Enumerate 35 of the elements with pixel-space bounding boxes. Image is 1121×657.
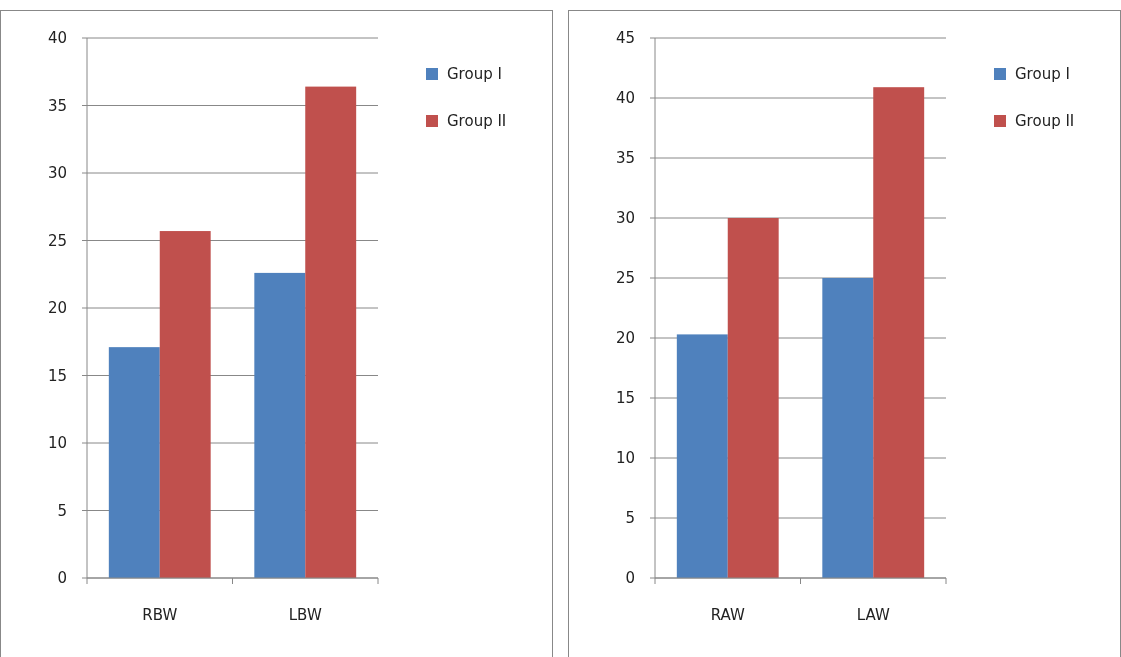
x-tick-label: LBW [288, 606, 322, 624]
x-tick-label: RAW [710, 606, 745, 624]
y-tick-label: 25 [615, 269, 635, 288]
bar [727, 218, 779, 578]
y-tick-label: 15 [47, 366, 67, 385]
legend-label: Group II [447, 112, 507, 131]
legend-label: Group I [447, 65, 502, 84]
y-tick-label: 10 [47, 434, 67, 453]
y-tick-label: 35 [615, 149, 635, 168]
bar [159, 231, 211, 578]
y-tick-label: 20 [47, 299, 67, 318]
y-tick-label: 15 [615, 389, 635, 408]
x-tick-label: LAW [856, 606, 890, 624]
bar [822, 278, 874, 578]
y-tick-label: 20 [615, 329, 635, 348]
bar [108, 347, 160, 578]
y-tick-label: 40 [615, 89, 635, 108]
y-tick-label: 40 [47, 29, 67, 48]
y-tick-label: 30 [615, 209, 635, 228]
y-tick-label: 0 [625, 569, 635, 588]
x-tick-label: RBW [142, 606, 178, 624]
y-tick-label: 5 [625, 509, 635, 528]
bar [254, 272, 306, 578]
y-tick-label: 35 [47, 96, 67, 115]
bar [676, 334, 728, 578]
y-tick-label: 25 [47, 231, 67, 250]
bar [873, 87, 925, 578]
y-tick-label: 45 [615, 29, 635, 48]
y-tick-label: 10 [615, 449, 635, 468]
bar [305, 86, 357, 578]
legend-label: Group I [1015, 65, 1070, 84]
y-tick-label: 0 [57, 569, 67, 588]
y-tick-label: 30 [47, 164, 67, 183]
y-tick-label: 5 [57, 501, 67, 520]
legend-label: Group II [1015, 112, 1075, 131]
